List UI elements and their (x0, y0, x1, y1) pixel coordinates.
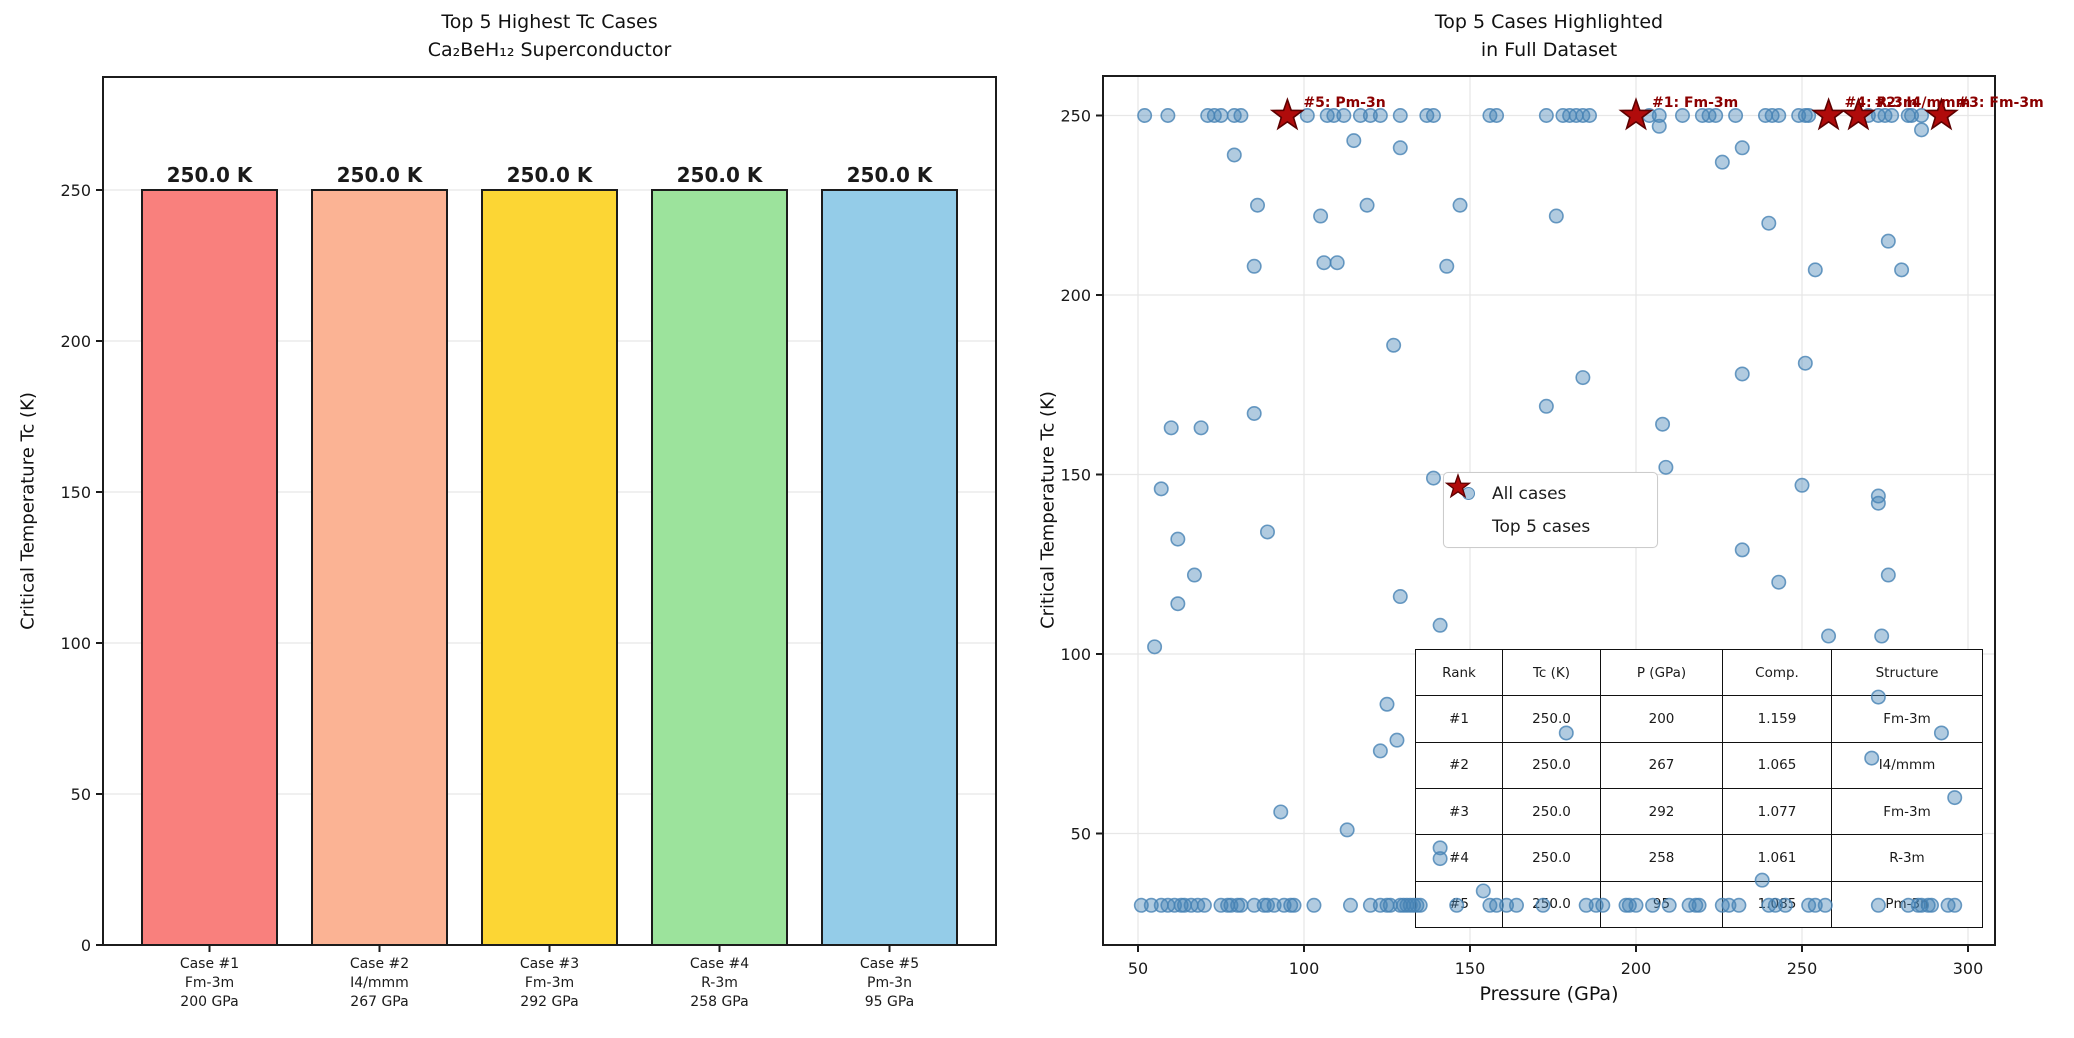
right-chart-title-line2: in Full Dataset (1480, 39, 1618, 61)
bar-value-label: 250.0 K (677, 163, 764, 187)
left-chart-title-line1: Top 5 Highest Tc Cases (441, 11, 658, 33)
table-row: #5 250.0 95 1.085 Pm-3n (1415, 880, 1983, 929)
right-xtick-label: 50 (1128, 959, 1148, 978)
right-chart-ylabel: Critical Temperature Tc (K) (1037, 391, 1059, 629)
table-cell: Fm-3m (1831, 787, 1983, 836)
table-cell: 250.0 (1502, 695, 1601, 743)
left-ytick-label: 100 (60, 634, 91, 653)
left-ytick-label: 200 (60, 332, 91, 351)
star-annotation: #2: I4/mmm (1874, 95, 1971, 111)
left-ytick-label: 50 (71, 785, 91, 804)
table-header-cell: Comp. (1722, 648, 1832, 697)
right-ytick-label: 50 (1071, 825, 1091, 844)
bar-category-label: Case #1 Fm-3m 200 GPa (180, 956, 239, 1010)
table-cell: 258 (1600, 834, 1723, 882)
left-chart-title: Top 5 Highest Tc Cases Ca₂BeH₁₂ Supercon… (103, 8, 996, 64)
table-cell: 250.0 (1502, 741, 1601, 789)
right-xtick-label: 150 (1455, 959, 1486, 978)
bar-category-label: Case #4 R-3m 258 GPa (690, 956, 749, 1010)
legend-entry-top5-cases: Top 5 cases (1444, 473, 1657, 543)
right-chart-frame (1102, 75, 1996, 946)
table-header-cell: Rank (1415, 648, 1503, 697)
table-cell: R-3m (1831, 834, 1983, 882)
table-cell: 250.0 (1502, 834, 1601, 882)
bar-category-label: Case #5 Pm-3n 95 GPa (860, 956, 919, 1010)
right-ytick-label: 200 (1060, 286, 1091, 305)
table-header-cell: P (GPa) (1600, 648, 1723, 697)
right-xtick-label: 300 (1953, 959, 1984, 978)
table-row: #4 250.0 258 1.061 R-3m (1415, 834, 1983, 882)
bar-case-4 (651, 189, 788, 946)
bar-case-3 (481, 189, 618, 946)
table-cell: #2 (1415, 741, 1503, 789)
right-ytick-label: 250 (1060, 107, 1091, 126)
right-chart-xlabel: Pressure (GPa) (1479, 983, 1619, 1005)
top5-summary-table-body: Rank Tc (K) P (GPa) Comp. Structure #1 250.0 20… (1415, 648, 1983, 929)
bar-value-label: 250.0 K (507, 163, 594, 187)
table-cell: #1 (1415, 695, 1503, 743)
right-xtick-label: 200 (1621, 959, 1652, 978)
table-cell: 1.065 (1722, 741, 1832, 789)
table-cell: 267 (1600, 741, 1723, 789)
left-ytick-label: 0 (81, 936, 91, 955)
star-annotation: #1: Fm-3m (1652, 95, 1739, 111)
top5-summary-table: Rank Tc (K) P (GPa) Comp. Structure #1 250.0 20… (1415, 648, 1983, 929)
right-ytick-label: 100 (1060, 645, 1091, 664)
table-cell: 200 (1600, 695, 1723, 743)
bar-case-2 (311, 189, 448, 946)
bar-value-label: 250.0 K (847, 163, 934, 187)
table-cell: Pm-3n (1831, 880, 1983, 929)
table-cell: 1.085 (1722, 880, 1832, 929)
legend-label-top5-cases: Top 5 cases (1492, 516, 1591, 537)
table-cell: 1.077 (1722, 787, 1832, 836)
left-chart-title-line2: Ca₂BeH₁₂ Superconductor (427, 39, 672, 61)
table-cell: #5 (1415, 880, 1503, 929)
right-chart-title-line1: Top 5 Cases Highlighted (1434, 11, 1664, 33)
table-cell: Fm-3m (1831, 695, 1983, 743)
bar-value-label: 250.0 K (337, 163, 424, 187)
table-header-cell: Tc (K) (1502, 648, 1601, 697)
table-cell: 250.0 (1502, 787, 1601, 836)
table-row: #2 250.0 267 1.065 I4/mmm (1415, 741, 1983, 789)
table-cell: 95 (1600, 880, 1723, 929)
right-xtick-label: 100 (1289, 959, 1320, 978)
table-cell: #3 (1415, 787, 1503, 836)
star-annotation: #5: Pm-3n (1303, 95, 1386, 111)
table-row: #3 250.0 292 1.077 Fm-3m (1415, 787, 1983, 836)
table-cell: 1.159 (1722, 695, 1832, 743)
right-xtick-label: 250 (1787, 959, 1818, 978)
bar-category-label: Case #2 I4/mmm 267 GPa (350, 956, 409, 1010)
scatter-legend: All cases Top 5 cases (1443, 472, 1658, 548)
table-header-row: Rank Tc (K) P (GPa) Comp. Structure (1415, 648, 1983, 697)
table-row: #1 250.0 200 1.159 Fm-3m (1415, 695, 1983, 743)
left-chart-ylabel: Critical Temperature Tc (K) (17, 392, 39, 630)
left-ytick-label: 250 (60, 181, 91, 200)
table-cell: 1.061 (1722, 834, 1832, 882)
star-annotation: #3: Fm-3m (1957, 95, 2044, 111)
table-header-cell: Structure (1831, 648, 1983, 697)
table-cell: I4/mmm (1831, 741, 1983, 789)
bar-category-label: Case #3 Fm-3m 292 GPa (520, 956, 579, 1010)
legend-label-all-cases: All cases (1492, 483, 1567, 504)
legend-entry-all-cases: All cases (1444, 477, 1657, 510)
bar-case-5 (821, 189, 958, 946)
table-cell: 250.0 (1502, 880, 1601, 929)
right-chart-title: Top 5 Cases Highlighted in Full Dataset (1103, 8, 1995, 64)
table-cell: 292 (1600, 787, 1723, 836)
bar-case-1 (141, 189, 278, 946)
bar-value-label: 250.0 K (167, 163, 254, 187)
left-ytick-label: 150 (60, 483, 91, 502)
right-ytick-label: 150 (1060, 466, 1091, 485)
left-chart-frame (102, 76, 997, 946)
table-cell: #4 (1415, 834, 1503, 882)
